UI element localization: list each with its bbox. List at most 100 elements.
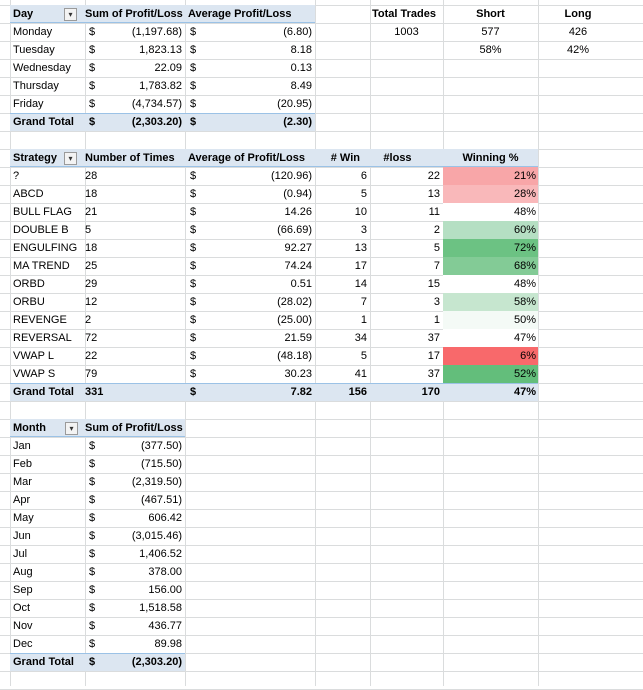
strategy-times[interactable]: 12 (85, 296, 98, 308)
strategy-name[interactable]: ORBD (13, 278, 45, 290)
winning-percent[interactable]: 48% (513, 278, 536, 290)
currency-symbol[interactable]: $ (89, 494, 96, 506)
strategy-name[interactable]: ABCD (13, 188, 44, 200)
currency-symbol[interactable]: $ (190, 62, 197, 74)
month-name[interactable]: Sep (13, 584, 33, 596)
winning-percent[interactable]: 72% (513, 242, 536, 254)
strategy-name[interactable]: ENGULFING (13, 242, 78, 254)
currency-symbol[interactable]: $ (89, 476, 96, 488)
strategy-losses[interactable]: 37 (427, 332, 440, 344)
day-name[interactable]: Friday (13, 98, 44, 110)
strategy-wins[interactable]: 5 (360, 350, 367, 362)
currency-symbol[interactable]: $ (190, 188, 197, 200)
month-total-sum[interactable]: (2,303.20) (131, 656, 182, 668)
month-sum[interactable]: 156.00 (148, 584, 182, 596)
strategy-name[interactable]: VWAP S (13, 368, 56, 380)
winning-percent-header[interactable]: Winning % (462, 152, 519, 164)
month-sum[interactable]: (3,015.46) (131, 530, 182, 542)
day-avg[interactable]: 0.13 (290, 62, 312, 74)
day-avg[interactable]: (6.80) (283, 26, 312, 38)
month-name[interactable]: Mar (13, 476, 32, 488)
currency-symbol[interactable]: $ (89, 620, 96, 632)
month-name[interactable]: Jan (13, 440, 31, 452)
strategy-avg[interactable]: (0.94) (283, 188, 312, 200)
currency-symbol[interactable]: $ (89, 566, 96, 578)
currency-symbol[interactable]: $ (89, 62, 96, 74)
month-sum[interactable]: (467.51) (141, 494, 182, 506)
strategy-wins[interactable]: 14 (354, 278, 367, 290)
strategy-total-wins[interactable]: 156 (348, 386, 367, 398)
currency-symbol[interactable]: $ (190, 350, 197, 362)
month-sum[interactable]: 89.98 (154, 638, 182, 650)
currency-symbol[interactable]: $ (190, 26, 197, 38)
grand-total-label[interactable]: Grand Total (13, 386, 74, 398)
day-sum[interactable]: (1,197.68) (131, 26, 182, 38)
strategy-avg[interactable]: 0.51 (290, 278, 312, 290)
strategy-wins[interactable]: 17 (354, 260, 367, 272)
month-name[interactable]: Nov (13, 620, 33, 632)
currency-symbol[interactable]: $ (89, 638, 96, 650)
winning-percent[interactable]: 58% (513, 296, 536, 308)
strategy-name[interactable]: DOUBLE B (13, 224, 69, 236)
strategy-name[interactable]: VWAP L (13, 350, 54, 362)
currency-symbol[interactable]: $ (190, 260, 197, 272)
currency-symbol[interactable]: $ (89, 44, 96, 56)
strategy-wins[interactable]: 13 (354, 242, 367, 254)
strategy-wins[interactable]: 41 (354, 368, 367, 380)
month-name[interactable]: Apr (13, 494, 31, 506)
grand-total-label[interactable]: Grand Total (13, 116, 74, 128)
currency-symbol[interactable]: $ (190, 242, 197, 254)
long-count[interactable]: 426 (568, 26, 588, 38)
strategy-times[interactable]: 79 (85, 368, 98, 380)
currency-symbol[interactable]: $ (190, 116, 197, 128)
month-sum[interactable]: (715.50) (141, 458, 182, 470)
strategy-name[interactable]: ORBU (13, 296, 45, 308)
strategy-wins[interactable]: 6 (360, 170, 367, 182)
sum-profit-header[interactable]: Sum of Profit/Loss (85, 8, 183, 20)
currency-symbol[interactable]: $ (89, 440, 96, 452)
currency-symbol[interactable]: $ (190, 224, 197, 236)
currency-symbol[interactable]: $ (190, 80, 197, 92)
month-sum[interactable]: 378.00 (148, 566, 182, 578)
currency-symbol[interactable]: $ (89, 80, 96, 92)
winning-percent[interactable]: 28% (513, 188, 536, 200)
month-name[interactable]: Dec (13, 638, 33, 650)
strategy-times[interactable]: 18 (85, 242, 98, 254)
short-header[interactable]: Short (476, 8, 505, 20)
strategy-avg[interactable]: 92.27 (284, 242, 312, 254)
strategy-avg[interactable]: (48.18) (277, 350, 312, 362)
strategy-losses[interactable]: 5 (433, 242, 440, 254)
strategy-avg[interactable]: 74.24 (284, 260, 312, 272)
strategy-avg[interactable]: (25.00) (277, 314, 312, 326)
strategy-losses[interactable]: 17 (427, 350, 440, 362)
month-sum-header[interactable]: Sum of Profit/Loss (85, 422, 183, 434)
day-sum[interactable]: 1,783.82 (139, 80, 182, 92)
strategy-losses[interactable]: 15 (427, 278, 440, 290)
currency-symbol[interactable]: $ (89, 512, 96, 524)
strategy-avg[interactable]: 21.59 (284, 332, 312, 344)
day-sum[interactable]: 1,823.13 (139, 44, 182, 56)
winning-percent[interactable]: 52% (513, 368, 536, 380)
day-avg[interactable]: (20.95) (277, 98, 312, 110)
strategy-name[interactable]: BULL FLAG (13, 206, 72, 218)
long-percent[interactable]: 42% (566, 44, 590, 56)
currency-symbol[interactable]: $ (190, 44, 197, 56)
day-name[interactable]: Monday (13, 26, 53, 38)
currency-symbol[interactable]: $ (190, 98, 197, 110)
currency-symbol[interactable]: $ (190, 296, 197, 308)
loss-header[interactable]: #loss (383, 152, 412, 164)
month-sum[interactable]: 1,406.52 (139, 548, 182, 560)
win-header[interactable]: # Win (330, 152, 360, 164)
currency-symbol[interactable]: $ (190, 368, 197, 380)
day-total-avg[interactable]: (2.30) (283, 116, 312, 128)
strategy-total-percent[interactable]: 47% (513, 386, 536, 398)
strategy-times[interactable]: 29 (85, 278, 98, 290)
strategy-wins[interactable]: 10 (354, 206, 367, 218)
strategy-avg[interactable]: (28.02) (277, 296, 312, 308)
strategy-wins[interactable]: 34 (354, 332, 367, 344)
grand-total-label[interactable]: Grand Total (13, 656, 74, 668)
currency-symbol[interactable]: $ (190, 314, 197, 326)
avg-profit-header[interactable]: Average Profit/Loss (188, 8, 292, 20)
strategy-losses[interactable]: 2 (433, 224, 440, 236)
strategy-losses[interactable]: 7 (433, 260, 440, 272)
